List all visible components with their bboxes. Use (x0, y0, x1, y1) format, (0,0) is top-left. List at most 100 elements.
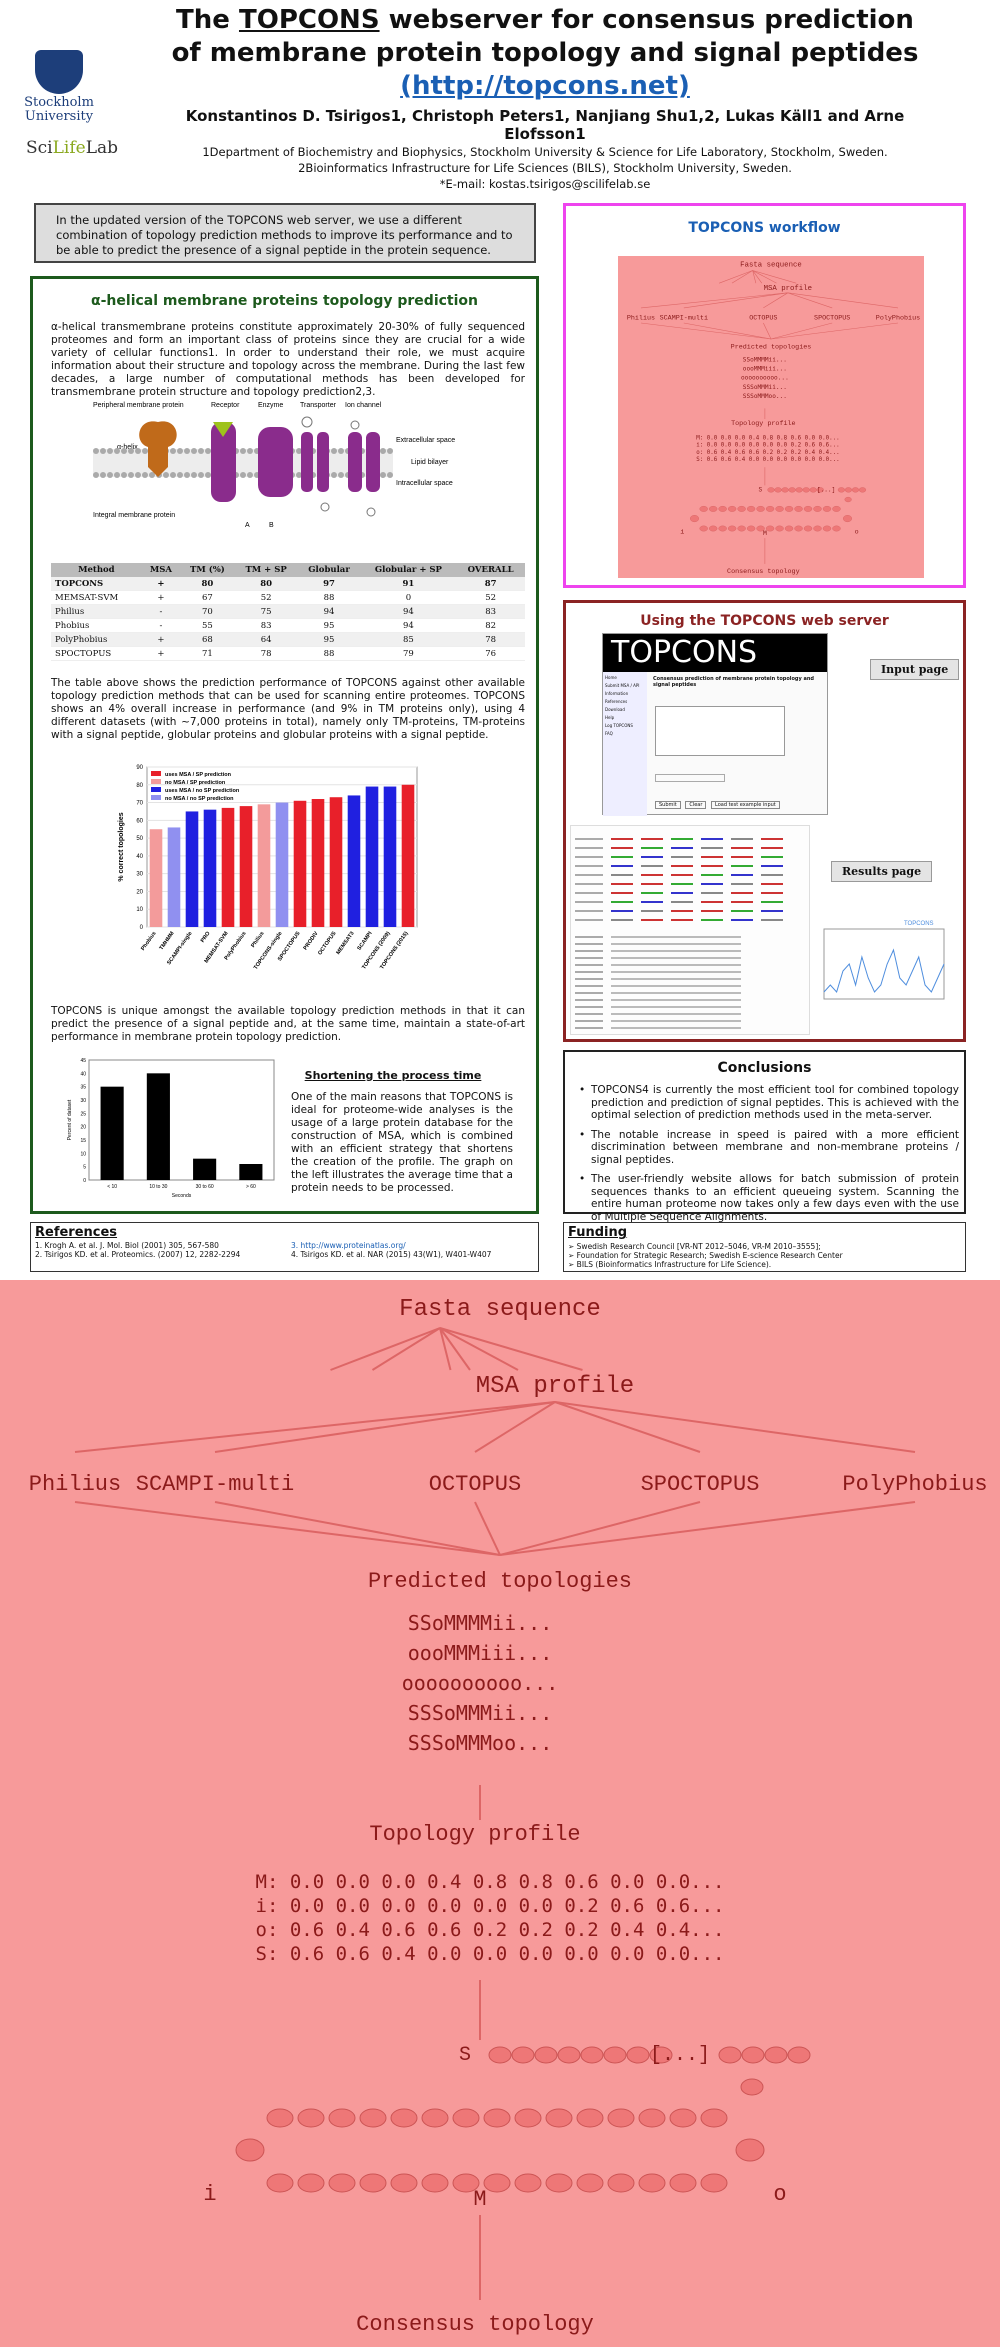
x-tick-label: PRODIV (303, 930, 320, 951)
poster-header: Stockholm University SciLifeLab The TOPCO… (0, 0, 1000, 191)
state-node (718, 525, 727, 532)
y-tick-label: 15 (80, 1138, 86, 1144)
state-node (638, 2108, 666, 2128)
funding-item: ➢ BILS (Bioinformatics Infrastructure fo… (568, 1260, 772, 1269)
state-node (851, 487, 859, 493)
workflow-arrow (474, 1501, 501, 1556)
state-node (746, 506, 756, 512)
state-node (297, 2173, 325, 2193)
method-label: SPOCTOPUS (814, 314, 850, 322)
y-tick-label: 40 (80, 1071, 86, 1077)
state-node (809, 487, 817, 493)
intro-text: In the updated version of the TOPCONS we… (56, 213, 513, 257)
load-example-button[interactable]: Load test example input (711, 801, 780, 809)
state-node (756, 506, 765, 512)
topology-string: oooooooooo... (741, 375, 789, 382)
topology-string: oooMMMiii... (743, 366, 787, 373)
x-tick-label: > 60 (246, 1184, 256, 1190)
legend-label: no MSA / SP prediction (165, 780, 226, 786)
y-tick-label: 30 (136, 872, 143, 878)
bar (329, 797, 343, 927)
profile-label: Topology profile (369, 1822, 580, 1847)
bar (221, 807, 235, 927)
bar (347, 795, 361, 927)
shortening-title: Shortening the process time (304, 1069, 482, 1082)
predicted-label: Predicted topologies (731, 344, 812, 352)
bar (185, 811, 199, 927)
profile-row: i: 0.0 0.0 0.0 0.0 0.0 0.0 0.2 0.6 0.6..… (696, 443, 839, 449)
enzyme-shape (258, 427, 293, 497)
consensus-label: Consensus topology (727, 568, 800, 576)
state-node (452, 2173, 480, 2193)
results-page-label: Results page (831, 861, 933, 882)
profile-row: o: 0.6 0.4 0.6 0.6 0.2 0.2 0.2 0.4 0.4..… (696, 450, 839, 456)
svg-text:Integral membrane protein: Integral membrane protein (93, 512, 175, 519)
y-tick-label: 30 (80, 1098, 86, 1104)
state-node (788, 487, 796, 493)
y-tick-label: 25 (80, 1111, 86, 1117)
clear-button[interactable]: Clear (685, 801, 707, 809)
svg-text:Intracellular space: Intracellular space (396, 480, 453, 487)
state-node (784, 525, 794, 532)
workflow-arrow (499, 1501, 916, 1556)
state-node (775, 506, 784, 512)
x-axis-label: Seconds (172, 1193, 192, 1199)
legend-label: no MSA / no SP prediction (165, 796, 234, 802)
authors: Konstantinos D. Tsirigos1, Christoph Pet… (185, 107, 905, 143)
method-label: SPOCTOPUS (641, 1472, 760, 1497)
topcons-url-link[interactable]: (http://topcons.net) (400, 71, 690, 101)
state-i-node (690, 515, 699, 523)
state-node (488, 2046, 512, 2064)
title-line-2: of membrane protein topology and signal … (171, 38, 919, 68)
bar (365, 786, 379, 927)
method-label: Philius (29, 1472, 121, 1497)
membrane-protein-illustration: Peripheral membrane protein Receptor Enz… (93, 402, 455, 529)
y-axis-label: % correct topologies (118, 812, 125, 881)
workflow-arrow (371, 1327, 441, 1371)
state-node (858, 487, 867, 493)
state-node (266, 2173, 294, 2193)
y-tick-label: 5 (83, 1165, 86, 1171)
performance-table: Method MSA TM (%) TM + SP Globular Globular +… (51, 563, 525, 661)
bar (203, 809, 217, 927)
state-node (709, 525, 718, 532)
x-tick-label: SCAMPI (356, 930, 373, 951)
table-description: The table above shows the prediction per… (51, 677, 525, 741)
state-node (794, 525, 803, 532)
workflow-arrow (439, 1327, 519, 1371)
bar (193, 1158, 217, 1180)
state-node (718, 506, 727, 512)
bar (167, 827, 181, 927)
state-node (328, 2108, 356, 2128)
workflow-arrow (752, 270, 757, 284)
sequence-textarea[interactable] (655, 706, 785, 756)
state-node (822, 506, 832, 512)
input-page-label: Input page (870, 659, 960, 680)
legend-swatch (151, 795, 161, 800)
reference-link[interactable]: 3. http://www.proteinatlas.org/ (291, 1241, 406, 1250)
email-field[interactable] (655, 774, 725, 782)
funding-item: ➢ Swedish Research Council [VR-NT 2012–5… (568, 1242, 821, 1251)
x-tick-label: MEMSAT3 (336, 931, 356, 956)
state-node (700, 2173, 728, 2193)
state-node (626, 2046, 650, 2064)
state-node (359, 2108, 387, 2128)
svg-text:Receptor: Receptor (211, 402, 240, 409)
state-node (483, 2108, 511, 2128)
workflow-arrow (214, 1401, 556, 1453)
table-header-row: Method MSA TM (%) TM + SP Globular Globular +… (51, 563, 525, 577)
svg-text:Lipid bilayer: Lipid bilayer (411, 459, 449, 466)
references-title: References (35, 1225, 118, 1240)
svg-text:Transporter: Transporter (300, 402, 337, 409)
results-page-screenshot (570, 825, 810, 1035)
msa-label: MSA profile (476, 1373, 634, 1400)
state-node (699, 525, 708, 532)
state-m: M (763, 530, 767, 538)
state-node (756, 525, 765, 532)
state-node (603, 2046, 627, 2064)
workflow-arrow (752, 270, 763, 284)
contact-email[interactable]: *E-mail: kostas.tsirigos@scilifelab.se (439, 177, 651, 191)
state-node (844, 496, 852, 503)
title-block: The TOPCONS webserver for consensus pred… (150, 4, 940, 191)
submit-button[interactable]: Submit (655, 801, 681, 809)
